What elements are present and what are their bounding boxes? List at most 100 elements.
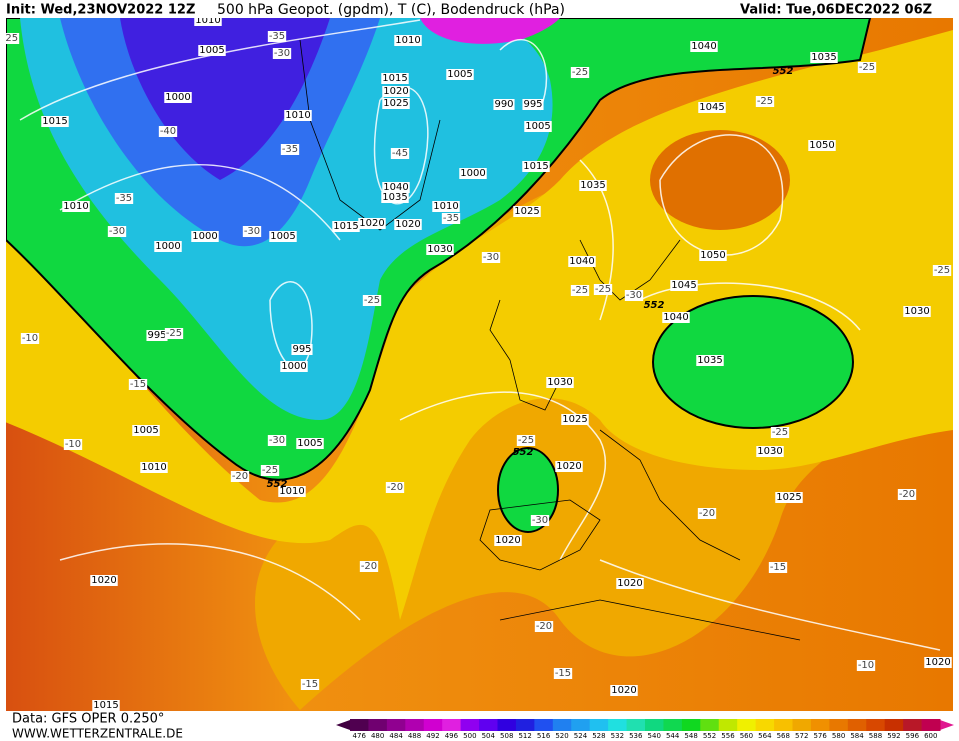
label-text: 1020 (556, 461, 581, 472)
isobar-label: 1005 (524, 121, 552, 132)
colorbar-swatch (718, 719, 738, 731)
label-text: 1005 (133, 425, 158, 436)
label-box (267, 31, 287, 42)
label-box (616, 578, 644, 589)
coastlines (299, 39, 801, 641)
colorbar-swatch (755, 719, 775, 731)
colorbar-swatch (829, 719, 849, 731)
label-box (390, 148, 410, 159)
colorbar-swatch (884, 719, 904, 731)
label-text: -30 (109, 226, 125, 237)
label-text: 1030 (904, 306, 929, 317)
isobar-label: 1010 (62, 201, 90, 212)
label-box (362, 295, 382, 306)
temperature-label: -30 (267, 435, 287, 446)
label-box (903, 306, 931, 317)
label-text: -20 (232, 471, 248, 482)
label-box (382, 182, 410, 193)
label-box (269, 231, 297, 242)
colorbar-label: 548 (684, 732, 697, 740)
label-box (260, 465, 280, 476)
label-text: 1000 (165, 92, 190, 103)
label-text: -15 (770, 562, 786, 573)
label-box (198, 45, 226, 56)
label-box (92, 700, 120, 711)
label-box (775, 492, 803, 503)
label-text: 995 (523, 99, 542, 110)
temperature-label: -45 (390, 148, 410, 159)
isobar-label: 1025 (382, 98, 410, 109)
temperature-label: -20 (385, 482, 405, 493)
label-box (555, 461, 583, 472)
label-text: -15 (302, 679, 318, 690)
height-label: 552 (773, 66, 794, 77)
label-text: -20 (361, 561, 377, 572)
isobar-label: 1020 (90, 575, 118, 586)
label-box (267, 435, 287, 446)
temperature-label: -20 (230, 471, 250, 482)
colorbar-swatch (626, 719, 646, 731)
height-label: 552 (267, 479, 288, 490)
label-box (291, 344, 313, 355)
label-text: 1035 (382, 192, 407, 203)
label-box (194, 18, 222, 26)
label-box (570, 285, 590, 296)
isobar-label: 1035 (579, 180, 607, 191)
label-text: 552 (644, 300, 665, 311)
temperature-label: -30 (272, 48, 292, 59)
colorbar-label: 576 (813, 732, 827, 740)
isobar-label: 1020 (555, 461, 583, 472)
isobar-label: 1015 (92, 700, 120, 711)
label-text: 1040 (691, 41, 716, 52)
label-box (696, 355, 724, 366)
isobar-label: 1015 (522, 161, 550, 172)
label-text: -20 (387, 482, 403, 493)
label-text: -15 (555, 668, 571, 679)
colorbar-swatch (386, 719, 406, 731)
label-text: 1020 (925, 657, 950, 668)
label-text: -35 (282, 144, 298, 155)
isobar-label: 1025 (561, 414, 589, 425)
label-box (624, 290, 644, 301)
colorbar-swatch (350, 719, 369, 731)
label-text: 1030 (757, 446, 782, 457)
label-box (284, 110, 312, 121)
colorbar-swatch (368, 719, 388, 731)
colorbar-swatch (423, 719, 443, 731)
label-text: 1035 (811, 52, 836, 63)
isobar-label: 1020 (494, 535, 522, 546)
label-box (513, 206, 541, 217)
label-box (382, 98, 410, 109)
colorbar-label: 492 (426, 732, 439, 740)
colorbar-swatch (608, 719, 628, 731)
label-text: -35 (116, 193, 132, 204)
colorbar-swatch (810, 719, 830, 731)
label-text: -20 (899, 489, 915, 500)
temperature-label: -35 (280, 144, 300, 155)
colorbar-label: 580 (832, 732, 845, 740)
label-box (158, 126, 178, 137)
label-text: 1010 (285, 110, 310, 121)
isobar-label: 1020 (610, 685, 638, 696)
label-box (385, 482, 405, 493)
isobar-label: 1040 (382, 182, 410, 193)
isobar-label: 995 (291, 344, 313, 355)
label-box (530, 515, 550, 526)
label-text: -40 (160, 126, 176, 137)
label-text: 1035 (697, 355, 722, 366)
label-text: 1015 (93, 700, 118, 711)
label-text: 1010 (279, 486, 304, 497)
label-box (857, 62, 877, 73)
label-box (662, 312, 690, 323)
temperature-label: -25 (516, 435, 536, 446)
label-text: 1010 (195, 15, 220, 26)
colorbar-swatch (515, 719, 535, 731)
label-box (699, 250, 727, 261)
isobar-label: 1010 (284, 110, 312, 121)
isobar-label: 1015 (41, 116, 69, 127)
label-text: 1010 (63, 201, 88, 212)
label-text: -10 (22, 333, 38, 344)
isobar-label: 1005 (198, 45, 226, 56)
temperature-label: -10 (856, 660, 876, 671)
isobar-label: 1000 (459, 168, 487, 179)
